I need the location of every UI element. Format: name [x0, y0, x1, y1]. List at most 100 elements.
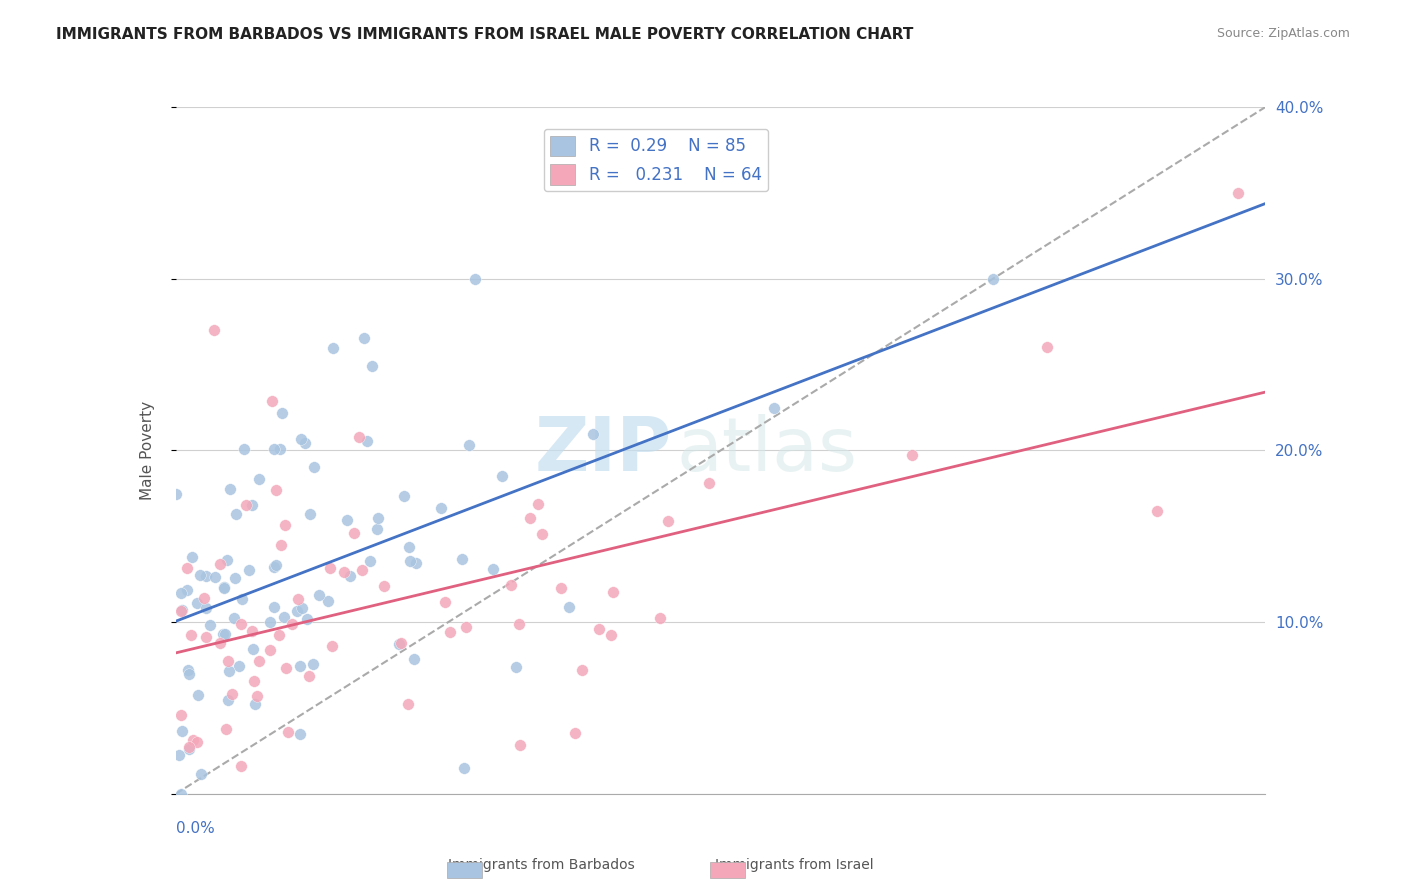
Point [439, 625, 461, 640]
Point [217, 553, 239, 567]
Point [343, 526, 366, 541]
Point [482, 562, 505, 576]
Point [224, 571, 246, 585]
Point [308, 588, 330, 602]
Point [405, 556, 427, 570]
Point [657, 514, 679, 528]
Point [242, 673, 264, 688]
Point [172, 603, 194, 617]
Point [389, 635, 412, 649]
Point [170, 586, 193, 600]
Point [558, 600, 581, 615]
Point [247, 654, 270, 668]
Point [392, 489, 415, 503]
Point [194, 568, 217, 582]
Point [571, 663, 593, 677]
Point [359, 554, 381, 568]
Point [176, 583, 198, 598]
Point [458, 438, 481, 452]
Point [179, 666, 201, 681]
Point [398, 540, 420, 554]
Point [301, 657, 323, 672]
Point [333, 565, 356, 579]
Point [264, 558, 287, 572]
Point [356, 434, 378, 448]
Point [217, 692, 239, 706]
Point [588, 622, 610, 636]
Point [335, 513, 357, 527]
Point [491, 469, 513, 483]
Point [453, 761, 475, 775]
Point [288, 727, 311, 741]
Point [179, 740, 201, 755]
Point [260, 393, 283, 408]
Point [353, 331, 375, 345]
Point [509, 739, 531, 753]
Point [225, 507, 247, 521]
Point [1227, 186, 1250, 200]
Point [165, 487, 187, 501]
Point [901, 448, 924, 462]
Point [242, 641, 264, 656]
Point [319, 561, 342, 575]
Point [259, 643, 281, 657]
Point [602, 585, 624, 599]
Point [177, 664, 200, 678]
Point [429, 500, 451, 515]
Point [235, 498, 257, 512]
Point [373, 579, 395, 593]
Point [270, 538, 292, 552]
Point [505, 660, 527, 674]
Point [464, 271, 486, 285]
Point [269, 442, 291, 456]
Point [232, 442, 254, 457]
Point [238, 563, 260, 577]
Point [243, 697, 266, 711]
Point [202, 323, 225, 337]
Point [219, 482, 242, 496]
Point [508, 617, 530, 632]
Point [318, 593, 340, 607]
Point [170, 787, 193, 801]
Point [222, 611, 245, 625]
Text: ZIP: ZIP [534, 414, 672, 487]
Point [273, 518, 295, 533]
Point [280, 617, 302, 632]
Point [600, 628, 623, 642]
Point [451, 552, 474, 566]
Point [273, 609, 295, 624]
Point [190, 767, 212, 781]
Point [193, 591, 215, 605]
Point [170, 707, 193, 722]
Point [981, 271, 1004, 285]
Point [396, 697, 419, 711]
Point [263, 442, 285, 456]
Point [274, 661, 297, 675]
Point [214, 580, 236, 594]
Point [240, 498, 263, 512]
Point [499, 578, 522, 592]
Point [387, 637, 409, 651]
Point [298, 508, 321, 522]
Point [229, 759, 252, 773]
Point [519, 511, 541, 525]
Point [564, 725, 586, 739]
Point [221, 686, 243, 700]
Point [186, 596, 208, 610]
Point [1036, 340, 1059, 354]
Point [200, 618, 222, 632]
Point [291, 600, 314, 615]
Point [294, 435, 316, 450]
Point [366, 522, 388, 536]
Point [217, 654, 239, 668]
Point [402, 652, 425, 666]
Point [263, 560, 285, 574]
Point [530, 527, 553, 541]
Point [231, 592, 253, 607]
Point [209, 635, 232, 649]
Point [339, 569, 361, 583]
Point [259, 615, 281, 629]
Point [180, 628, 202, 642]
Point [215, 723, 238, 737]
Point [349, 430, 371, 444]
